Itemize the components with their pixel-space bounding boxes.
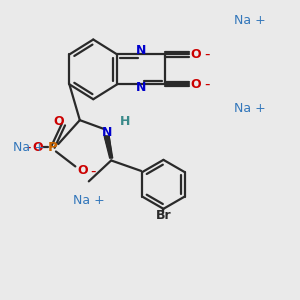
Text: O: O bbox=[54, 115, 64, 128]
Text: O: O bbox=[190, 48, 201, 61]
Text: Na +: Na + bbox=[73, 194, 105, 207]
Text: -: - bbox=[25, 140, 30, 154]
Text: N: N bbox=[101, 126, 112, 139]
Text: N: N bbox=[136, 44, 146, 57]
Text: P: P bbox=[48, 140, 58, 154]
Text: Br: Br bbox=[156, 209, 171, 222]
Text: O: O bbox=[33, 140, 43, 154]
Text: O: O bbox=[190, 78, 201, 91]
Text: N: N bbox=[136, 81, 146, 94]
Text: -: - bbox=[91, 164, 96, 178]
Text: -: - bbox=[204, 77, 209, 92]
Text: O: O bbox=[77, 164, 88, 177]
Text: H: H bbox=[119, 115, 130, 128]
Text: Na +: Na + bbox=[234, 14, 266, 27]
Text: -: - bbox=[204, 47, 209, 62]
Text: Na +: Na + bbox=[234, 102, 266, 115]
Polygon shape bbox=[104, 136, 113, 158]
Text: Na +: Na + bbox=[13, 140, 45, 154]
